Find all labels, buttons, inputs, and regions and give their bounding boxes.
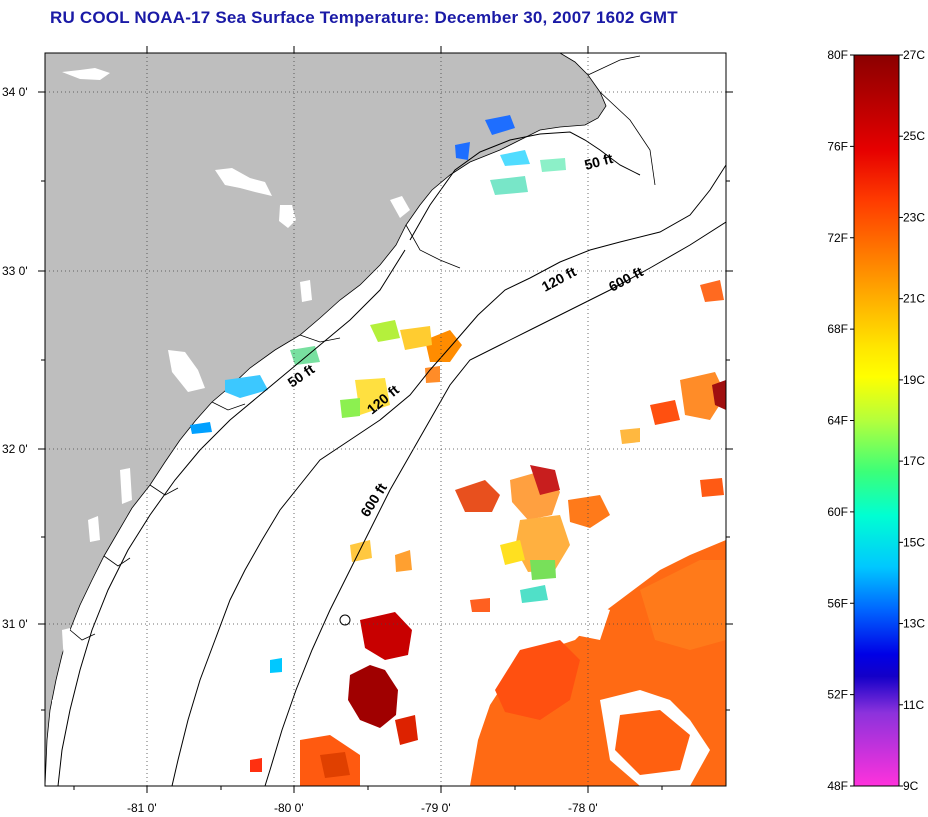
colorbar-celsius-label: 19C (903, 373, 925, 387)
colorbar (853, 54, 900, 787)
coastline-detail (69, 55, 656, 641)
isobath-600ft (264, 221, 726, 786)
colorbar-celsius-label: 13C (903, 617, 925, 631)
lat-label: 32 0' (2, 442, 28, 456)
colorbar-celsius-label: 15C (903, 535, 925, 549)
lon-label: -80 0' (274, 801, 304, 815)
isobath-50ft (57, 131, 641, 786)
colorbar-celsius-ticks: 27C 25C 23C 21C 19C 17C 15C 13C 11C 9C (899, 48, 925, 793)
seamount-contour (339, 614, 351, 626)
lon-label: -79 0' (421, 801, 451, 815)
colorbar-celsius-label: 27C (903, 48, 925, 62)
colorbar-celsius-label: 11C (903, 698, 924, 712)
lat-label: 34 0' (2, 85, 28, 99)
lake (88, 516, 100, 542)
lake (168, 350, 205, 392)
colorbar-fahrenheit-label: 76F (827, 139, 848, 153)
lake (120, 468, 132, 504)
lake (390, 196, 410, 218)
lat-label: 31 0' (2, 617, 28, 631)
grid-lines (45, 53, 726, 786)
land-area (45, 53, 607, 786)
colorbar-fahrenheit-label: 72F (827, 231, 848, 245)
isobath-120ft (171, 164, 726, 786)
colorbar-fahrenheit-ticks: 80F 76F 72F 68F 64F 60F 56F 52F 48F (827, 48, 854, 793)
lon-label: -81 0' (127, 801, 157, 815)
colorbar-celsius-label: 17C (903, 454, 925, 468)
colorbar-fahrenheit-label: 52F (827, 688, 848, 702)
colorbar-fahrenheit-label: 60F (827, 505, 848, 519)
colorbar-fahrenheit-label: 64F (827, 414, 848, 428)
colorbar-celsius-label: 21C (903, 292, 925, 306)
lon-label: -78 0' (568, 801, 598, 815)
colorbar-fahrenheit-label: 80F (827, 48, 848, 62)
lake (279, 205, 296, 228)
lat-label: 33 0' (2, 264, 28, 278)
axis-ticks (38, 46, 733, 793)
colorbar-fahrenheit-label: 48F (827, 779, 848, 793)
colorbar-celsius-label: 25C (903, 129, 925, 143)
isobath-label-50ft-north: 50 ft (583, 150, 615, 173)
colorbar-celsius-label: 9C (903, 779, 919, 793)
lake (52, 698, 62, 732)
sst-data-layer (190, 115, 726, 786)
colorbar-celsius-label: 23C (903, 210, 925, 224)
lake (300, 280, 312, 302)
map-frame (44, 52, 727, 787)
lake (62, 68, 110, 80)
lake (62, 628, 72, 664)
lake (215, 168, 272, 196)
colorbar-fahrenheit-label: 56F (827, 596, 848, 610)
map-title: RU COOL NOAA-17 Sea Surface Temperature:… (50, 8, 678, 27)
colorbar-fahrenheit-label: 68F (827, 322, 848, 336)
